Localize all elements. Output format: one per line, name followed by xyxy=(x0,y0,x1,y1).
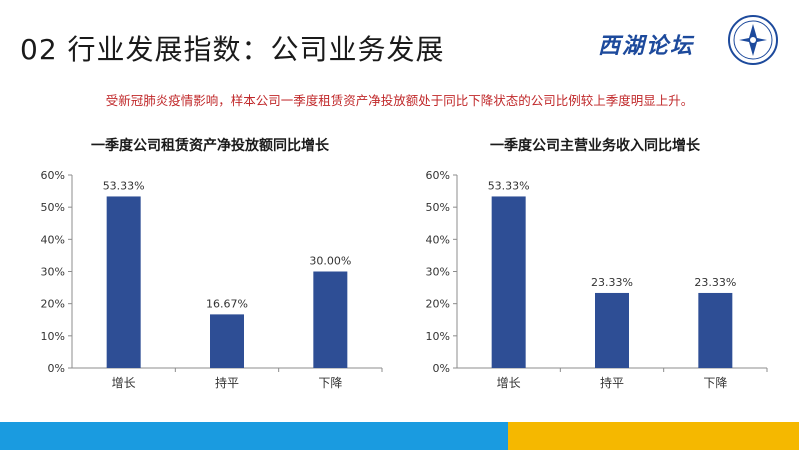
chart-net-investment: 一季度公司租赁资产净投放额同比增长 0% 10% 20% 30% 40% 50% 60% 53… xyxy=(20,135,400,395)
chart-svg: 0% 10% 20% 30% 40% 50% 60% 53.33% 增长 16.67% 持平 30.0… xyxy=(41,169,383,390)
data-label: 16.67% xyxy=(206,297,248,310)
data-label: 23.33% xyxy=(591,276,633,289)
brand-logo-text: 西湖论坛 xyxy=(598,33,695,59)
y-tick-label: 60% xyxy=(426,169,450,182)
bar xyxy=(491,196,526,368)
x-tick-label: 持平 xyxy=(600,375,624,390)
y-tick-label: 40% xyxy=(426,233,450,246)
x-tick-label: 下降 xyxy=(703,376,727,390)
x-tick-label: 增长 xyxy=(497,376,521,390)
bar xyxy=(313,271,348,368)
data-label: 30.00% xyxy=(309,255,351,268)
bar xyxy=(595,292,629,368)
bar xyxy=(106,196,141,368)
x-tick-label: 下降 xyxy=(318,376,342,390)
y-tick-label: 0% xyxy=(433,362,450,375)
y-tick-label: 20% xyxy=(41,298,65,311)
slide-subtitle: 受新冠肺炎疫情影响，样本公司一季度租赁资产净投放额处于同比下降状态的公司比例较上… xyxy=(105,93,694,108)
emblem-icon xyxy=(728,15,778,65)
y-tick-label: 0% xyxy=(48,362,65,375)
y-tick-label: 10% xyxy=(426,330,450,343)
bar xyxy=(210,314,244,368)
y-tick-label: 30% xyxy=(41,266,65,279)
y-tick-label: 50% xyxy=(41,201,65,214)
footer-band-blue xyxy=(0,422,508,450)
page-title: 02 行业发展指数：公司业务发展 xyxy=(20,33,445,66)
x-tick-label: 持平 xyxy=(215,375,239,390)
y-tick-label: 50% xyxy=(426,201,450,214)
bar xyxy=(698,292,733,368)
data-label: 53.33% xyxy=(103,179,145,192)
y-tick-label: 30% xyxy=(426,266,450,279)
chart-title: 一季度公司租赁资产净投放额同比增长 xyxy=(91,138,329,154)
footer-band-yellow xyxy=(508,422,799,450)
chart-title: 一季度公司主营业务收入同比增长 xyxy=(490,138,700,154)
x-tick-label: 增长 xyxy=(112,376,136,390)
y-tick-label: 10% xyxy=(41,330,65,343)
y-tick-label: 20% xyxy=(426,298,450,311)
chart-main-revenue: 一季度公司主营业务收入同比增长 0% 10% 20% 30% 40% 50% 60% 53.3… xyxy=(405,135,785,395)
data-label: 53.33% xyxy=(488,179,530,192)
data-label: 23.33% xyxy=(694,276,736,289)
y-tick-label: 60% xyxy=(41,169,65,182)
chart-svg: 0% 10% 20% 30% 40% 50% 60% 53.33% 增长 23.33% 持平 23.3… xyxy=(426,169,768,390)
y-tick-label: 40% xyxy=(41,233,65,246)
